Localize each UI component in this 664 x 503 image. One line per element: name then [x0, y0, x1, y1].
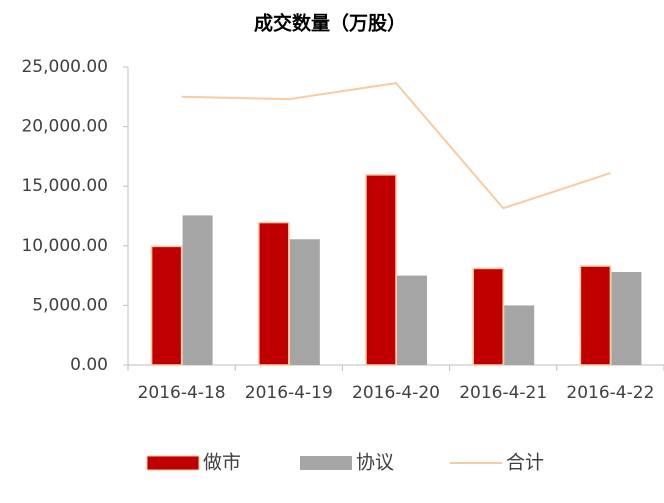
- y-tick-label: 20,000.00: [21, 117, 108, 137]
- y-tick-label: 10,000.00: [21, 236, 108, 256]
- bar: [365, 174, 397, 366]
- line: [181, 82, 611, 210]
- legend-swatch: [300, 456, 352, 470]
- bar: [472, 267, 504, 366]
- chart-title: 成交数量（万股）: [254, 12, 406, 35]
- x-tick-label: 2016-4-22: [566, 383, 654, 403]
- y-tick-label: 25,000.00: [21, 57, 108, 77]
- y-tick-label: 0.00: [70, 355, 108, 375]
- legend-swatch: [146, 455, 200, 471]
- legend-label: 做市: [203, 452, 241, 474]
- bar: [611, 272, 642, 365]
- legend-label: 合计: [506, 452, 544, 474]
- x-tick-label: 2016-4-21: [459, 383, 547, 403]
- x-tick-label: 2016-4-18: [138, 383, 226, 403]
- bar: [289, 239, 320, 365]
- x-tick-label: 2016-4-19: [245, 383, 333, 403]
- legend-label: 协议: [356, 452, 394, 474]
- y-tick-label: 15,000.00: [21, 176, 108, 196]
- bar: [579, 265, 612, 366]
- bar: [504, 305, 535, 365]
- bar: [182, 215, 213, 365]
- bar: [258, 221, 290, 366]
- x-tick-label: 2016-4-20: [352, 383, 440, 403]
- bar: [150, 245, 183, 366]
- bar: [397, 275, 427, 365]
- y-tick-label: 5,000.00: [32, 295, 108, 315]
